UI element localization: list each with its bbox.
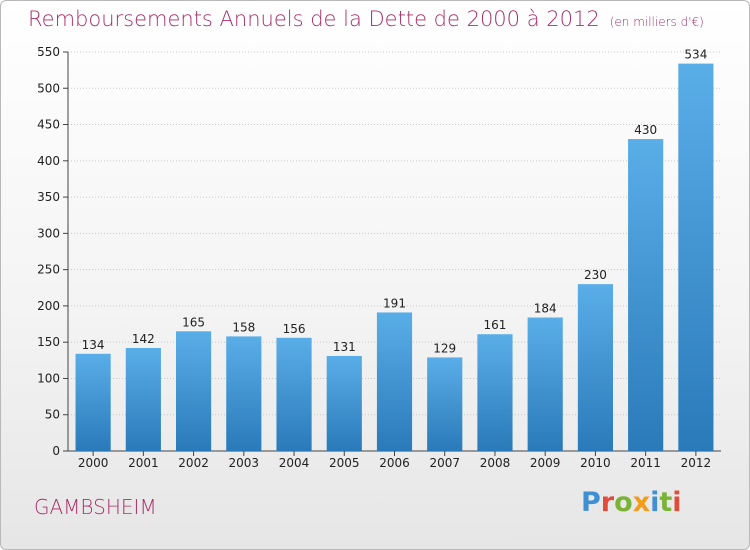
logo-letter: i	[672, 487, 682, 518]
bar-2012	[678, 63, 714, 452]
data-label: 131	[333, 340, 356, 354]
data-label: 230	[584, 268, 607, 282]
data-label: 158	[232, 320, 255, 334]
x-tick-label: 2011	[630, 456, 661, 470]
x-tick-label: 2000	[78, 456, 109, 470]
y-tick-label: 350	[37, 190, 60, 204]
logo-letter: i	[650, 487, 660, 518]
logo-letter: o	[614, 487, 633, 518]
bar-2007	[427, 357, 463, 451]
y-tick-label: 200	[37, 299, 60, 313]
bar-2003	[226, 336, 262, 451]
data-label: 129	[433, 341, 456, 355]
x-tick-label: 2009	[530, 456, 561, 470]
logo-letter: r	[600, 487, 615, 518]
y-tick-label: 100	[37, 371, 60, 385]
bar-2002	[175, 331, 212, 451]
logo-letter: t	[659, 487, 673, 518]
bar-2000	[75, 353, 111, 451]
y-tick-label: 250	[37, 263, 60, 277]
y-tick-label: 500	[37, 81, 60, 95]
y-tick-label: 400	[37, 154, 60, 168]
y-tick-label: 300	[37, 226, 60, 240]
x-tick-label: 2010	[580, 456, 611, 470]
y-tick-label: 550	[37, 45, 60, 59]
bar-2005	[326, 355, 362, 451]
x-tick-label: 2006	[379, 456, 410, 470]
data-label: 184	[534, 302, 557, 316]
data-label: 142	[132, 332, 155, 346]
x-tick-label: 2001	[128, 456, 159, 470]
logo-letter: x	[632, 487, 651, 518]
proxiti-logo: Proxiti	[581, 487, 682, 518]
bar-2011	[628, 139, 664, 451]
bar-2004	[276, 337, 312, 451]
bar-2006	[376, 312, 413, 451]
bar-2008	[477, 334, 513, 451]
bar-2009	[527, 317, 563, 451]
title-text: Remboursements Annuels de la Dette de 20…	[28, 7, 600, 31]
data-label: 165	[182, 315, 205, 329]
y-tick-label: 450	[37, 118, 60, 132]
bar-2010	[577, 284, 614, 451]
data-label: 534	[684, 48, 707, 62]
x-tick-label: 2008	[480, 456, 511, 470]
data-label: 191	[383, 296, 406, 310]
x-tick-label: 2002	[178, 456, 209, 470]
y-tick-label: 0	[52, 444, 60, 458]
labels: 0 50 100 150 200 250 300 350 400 450 500 550 134 2000…	[37, 45, 711, 470]
x-tick-label: 2005	[329, 456, 360, 470]
x-tick-label: 2012	[681, 456, 712, 470]
x-tick-label: 2003	[229, 456, 260, 470]
y-tick-label: 50	[45, 408, 60, 422]
data-label: 161	[484, 318, 507, 332]
chart-title: Remboursements Annuels de la Dette de 20…	[28, 7, 704, 31]
x-tick-label: 2007	[429, 456, 460, 470]
chart-subtitle: (en milliers d'€)	[609, 15, 704, 29]
x-tick-label: 2004	[279, 456, 310, 470]
logo-letter: P	[581, 487, 601, 518]
data-label: 156	[283, 322, 306, 336]
data-label: 134	[82, 338, 105, 352]
bars	[75, 63, 714, 452]
data-label: 430	[634, 123, 657, 137]
bar-2001	[125, 347, 161, 451]
commune-name: GAMBSHEIM	[34, 495, 157, 519]
y-tick-label: 150	[37, 335, 60, 349]
